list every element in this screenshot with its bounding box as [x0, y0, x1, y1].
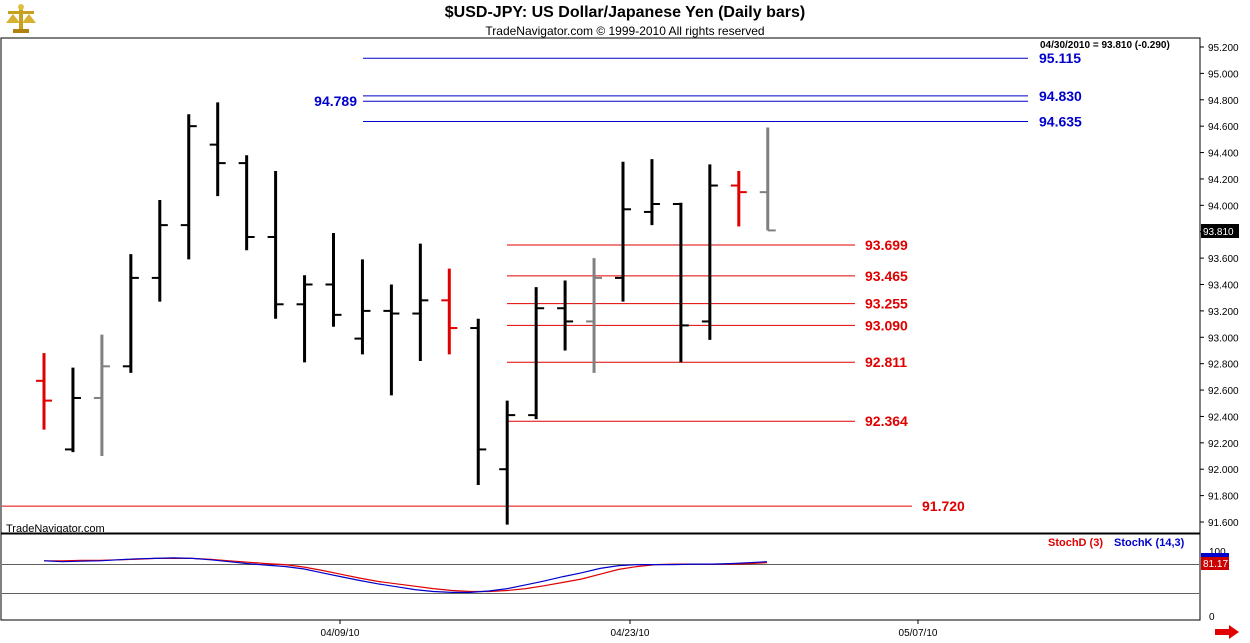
- stoch-tick-100: 100: [1209, 547, 1226, 558]
- level-label: 92.364: [865, 413, 908, 429]
- price-tick-label: 94.600: [1208, 122, 1239, 133]
- price-tick-label: 92.600: [1208, 386, 1239, 397]
- level-label: 91.720: [922, 498, 965, 514]
- price-tick-label: 95.200: [1208, 43, 1239, 54]
- price-tick-label: 93.600: [1208, 254, 1239, 265]
- stoch-last-box-top: [1201, 553, 1229, 557]
- last-price-label: 93.810: [1203, 227, 1234, 238]
- stoch-panel: [0, 533, 1201, 621]
- price-tick-label: 93.400: [1208, 281, 1239, 292]
- stoch-series-line: [43, 557, 768, 594]
- watermark-text: TradeNavigator.com: [6, 523, 105, 535]
- level-label: 93.699: [865, 237, 908, 253]
- level-label: 93.255: [865, 296, 908, 312]
- stoch-k-legend: StochK (14,3): [1114, 537, 1185, 549]
- level-label: 94.830: [1039, 88, 1082, 104]
- level-label: 93.465: [865, 268, 908, 284]
- price-panel: [0, 37, 1201, 534]
- price-tick-label: 92.400: [1208, 412, 1239, 423]
- last-quote-label: 04/30/2010 = 93.810 (-0.290): [1040, 40, 1170, 51]
- stoch-tick-0: 0: [1209, 612, 1215, 623]
- price-tick-label: 91.800: [1208, 492, 1239, 503]
- level-label: 92.811: [865, 354, 907, 370]
- level-label: 95.115: [1039, 50, 1081, 66]
- right-arrow-icon[interactable]: [1213, 624, 1241, 640]
- chart-title: $USD-JPY: US Dollar/Japanese Yen (Daily …: [444, 4, 806, 21]
- price-tick-label: 93.200: [1208, 307, 1239, 318]
- price-tick-label: 94.200: [1208, 175, 1239, 186]
- level-label: 94.789: [314, 93, 357, 109]
- last-price-box: [1201, 224, 1239, 238]
- logo-icon: [6, 4, 36, 33]
- copyright-text: TradeNavigator.com © 1999-2010 All right…: [485, 24, 765, 38]
- price-tick-label: 94.800: [1208, 96, 1239, 107]
- level-label: 93.090: [865, 317, 908, 333]
- price-tick-label: 92.200: [1208, 439, 1239, 450]
- level-label: 94.635: [1039, 114, 1082, 130]
- price-tick-label: 91.600: [1208, 518, 1239, 529]
- x-tick-label: 04/09/10: [321, 628, 360, 639]
- x-tick-label: 05/07/10: [899, 628, 938, 639]
- stoch-last-box: [1201, 556, 1229, 570]
- stoch-last-label: 81.17: [1203, 559, 1228, 570]
- stoch-d-legend: StochD (3): [1048, 537, 1103, 549]
- price-tick-label: 92.000: [1208, 465, 1239, 476]
- price-tick-label: 94.400: [1208, 149, 1239, 160]
- x-tick-label: 04/23/10: [611, 628, 650, 639]
- price-tick-label: 95.000: [1208, 69, 1239, 80]
- price-tick-label: 93.000: [1208, 333, 1239, 344]
- price-tick-label: 92.800: [1208, 360, 1239, 371]
- price-tick-label: 94.000: [1208, 201, 1239, 212]
